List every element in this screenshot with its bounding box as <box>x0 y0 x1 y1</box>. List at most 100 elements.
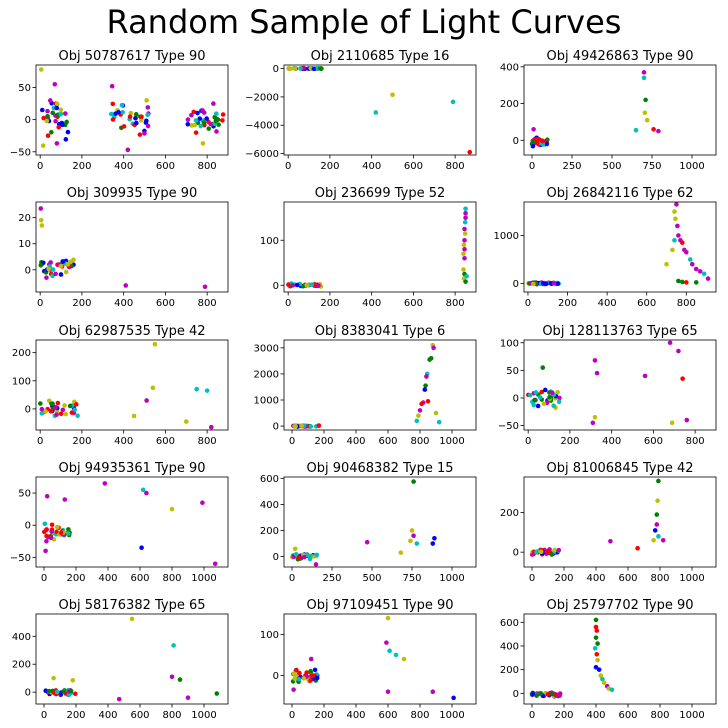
data-point <box>0 424 2 429</box>
data-point <box>0 690 2 695</box>
data-point <box>0 678 2 683</box>
data-point <box>595 641 600 646</box>
data-point <box>0 531 2 536</box>
data-point <box>0 554 2 559</box>
data-point <box>0 667 2 672</box>
data-point <box>308 678 313 683</box>
data-point <box>0 672 2 677</box>
data-point <box>0 396 2 401</box>
data-point <box>0 281 2 286</box>
data-point <box>0 692 2 697</box>
data-point <box>0 690 2 695</box>
data-point <box>0 283 2 288</box>
y-tick-label: 200 <box>500 99 519 110</box>
data-point <box>0 269 2 274</box>
data-point <box>0 519 2 524</box>
data-point <box>0 124 2 129</box>
data-point <box>0 690 2 695</box>
data-point <box>0 520 2 525</box>
data-point <box>220 112 226 117</box>
data-point <box>0 555 2 560</box>
data-point <box>0 688 2 693</box>
data-point <box>0 674 2 679</box>
data-point <box>0 556 2 561</box>
data-point <box>0 552 2 557</box>
data-point <box>0 692 2 697</box>
data-point <box>0 424 2 429</box>
data-point <box>0 423 2 428</box>
axes-frame <box>523 64 717 156</box>
data-point <box>0 531 2 536</box>
data-point <box>0 399 2 404</box>
data-point <box>0 551 2 556</box>
data-point <box>144 118 149 124</box>
data-point <box>0 274 2 279</box>
data-point <box>0 674 2 679</box>
data-point <box>0 424 2 429</box>
data-point <box>432 536 437 541</box>
data-point <box>0 284 2 289</box>
data-point <box>0 66 2 71</box>
y-tick-label: 0 <box>25 688 31 699</box>
data-point <box>0 393 2 398</box>
x-tick-label: 200 <box>72 298 91 309</box>
data-point <box>0 140 2 145</box>
data-point <box>0 672 2 677</box>
x-tick-label: 800 <box>410 710 429 721</box>
data-point <box>316 423 322 428</box>
data-point <box>0 675 2 680</box>
data-point <box>0 691 2 696</box>
data-point <box>0 552 2 557</box>
data-point <box>0 532 2 537</box>
y-tick-label: 0 <box>273 552 279 563</box>
data-point <box>200 500 205 506</box>
data-point <box>0 500 2 505</box>
data-point <box>0 424 2 429</box>
data-point <box>0 137 2 142</box>
data-point <box>595 657 600 663</box>
data-point <box>54 689 60 695</box>
data-point <box>0 691 2 696</box>
data-point <box>214 129 219 134</box>
data-point <box>609 687 615 693</box>
data-point <box>0 262 2 267</box>
data-point <box>0 670 2 675</box>
data-point <box>44 538 49 544</box>
data-point <box>0 689 2 694</box>
data-point <box>212 114 217 120</box>
data-point <box>0 265 2 270</box>
data-point <box>0 689 2 694</box>
data-point <box>0 688 2 693</box>
data-point <box>0 692 2 697</box>
panel-title: Obj 2110685 Type 16 <box>311 49 450 64</box>
data-point <box>0 554 2 559</box>
data-point <box>0 66 2 71</box>
data-point <box>169 674 175 680</box>
data-point <box>0 551 2 556</box>
data-point <box>0 503 2 508</box>
data-point <box>0 553 2 558</box>
data-point <box>0 66 2 71</box>
data-point <box>144 98 149 103</box>
data-point <box>311 66 317 72</box>
x-tick-label: 0 <box>289 436 295 447</box>
data-point <box>0 692 2 697</box>
data-point <box>0 424 2 429</box>
data-point <box>0 535 2 540</box>
data-point <box>211 101 216 106</box>
data-point <box>0 679 2 684</box>
data-point <box>0 676 2 681</box>
data-point <box>0 282 2 287</box>
data-point <box>0 674 2 679</box>
data-point <box>0 548 2 553</box>
data-point <box>0 693 2 698</box>
x-tick-label: 800 <box>198 161 217 172</box>
data-point <box>0 66 2 71</box>
data-point <box>0 423 2 428</box>
data-point <box>0 685 2 690</box>
data-point <box>462 219 468 225</box>
data-point <box>0 283 2 288</box>
data-point <box>0 424 2 429</box>
data-point <box>0 398 2 403</box>
data-point <box>0 140 2 145</box>
